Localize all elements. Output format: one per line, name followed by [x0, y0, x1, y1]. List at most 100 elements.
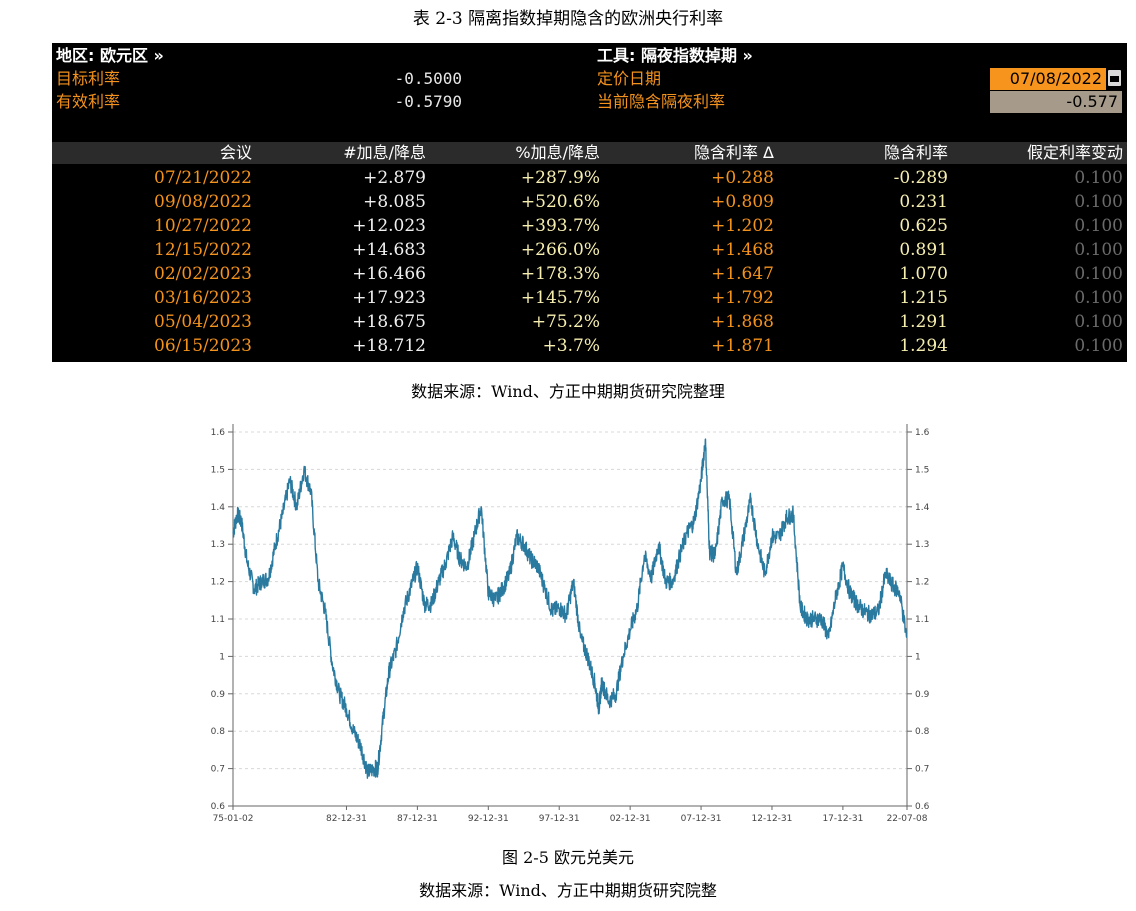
- cell-hikes: +17.923: [352, 288, 426, 308]
- swap-panel: 地区: 欧元区 » 工具: 隔夜指数掉期 » 目标利率 -0.5000 定价日期…: [52, 43, 1127, 362]
- calendar-icon[interactable]: [1108, 70, 1121, 86]
- y-tick-label-left: 1.5: [211, 465, 225, 475]
- cell-hike-pct: +178.3%: [520, 264, 600, 284]
- cell-assumed-change: 0.100: [1074, 168, 1123, 188]
- y-tick-label-left: 0.7: [211, 765, 225, 775]
- cell-hike-pct: +520.6%: [520, 192, 600, 212]
- x-tick-label: 12-12-31: [752, 814, 793, 824]
- figure-caption: 图 2-5 欧元兑美元: [502, 848, 634, 867]
- cell-implied-delta: +1.468: [711, 240, 774, 260]
- x-tick-label: 02-12-31: [610, 814, 651, 824]
- cell-hike-pct: +287.9%: [520, 168, 600, 188]
- target-rate-value: -0.5000: [394, 69, 462, 88]
- cell-meeting-date: 10/27/2022: [154, 216, 252, 236]
- cell-hike-pct: +393.7%: [520, 216, 600, 236]
- y-tick-label-right: 0.7: [915, 765, 929, 775]
- cell-hikes: +18.675: [352, 312, 426, 332]
- table-row[interactable]: 05/04/2023 +18.675 +75.2% +1.868 1.291 0.100: [52, 310, 1127, 334]
- y-tick-label-right: 1.5: [915, 465, 929, 475]
- cell-hike-pct: +3.7%: [542, 336, 600, 356]
- cell-meeting-date: 07/21/2022: [154, 168, 252, 188]
- cell-implied-rate: 1.294: [899, 336, 948, 356]
- implied-overnight-value: -0.577: [990, 91, 1122, 113]
- y-tick-label-right: 1.2: [915, 578, 929, 588]
- x-tick-label: 97-12-31: [539, 814, 580, 824]
- x-tick-label: 82-12-31: [326, 814, 367, 824]
- col-header-hikes[interactable]: #加息/降息: [343, 143, 426, 162]
- cell-meeting-date: 02/02/2023: [154, 264, 252, 284]
- implied-overnight-label: 当前隐含隔夜利率: [597, 92, 726, 111]
- table-row[interactable]: 03/16/2023 +17.923 +145.7% +1.792 1.215 0.100: [52, 286, 1127, 310]
- y-tick-label-right: 0.6: [915, 802, 930, 812]
- y-tick-label-right: 1.6: [915, 428, 930, 438]
- y-tick-label-right: 0.9: [915, 690, 930, 700]
- x-tick-label: 92-12-31: [468, 814, 509, 824]
- cell-assumed-change: 0.100: [1074, 336, 1123, 356]
- y-tick-label-right: 1.4: [915, 503, 930, 513]
- y-tick-label-left: 1.1: [211, 615, 225, 625]
- cell-meeting-date: 12/15/2022: [154, 240, 252, 260]
- chart-svg: 0.6 0.6 0.7 0.7 0.8 0.8 0.9 0.9 1 1 1.1 1.1 1.2 1.2 1.…: [211, 424, 930, 824]
- y-tick-label-right: 1.1: [915, 615, 929, 625]
- y-tick-label-left: 0.9: [211, 690, 226, 700]
- cell-hikes: +18.712: [352, 336, 426, 356]
- x-tick-label: 87-12-31: [397, 814, 438, 824]
- cell-implied-delta: +1.792: [711, 288, 774, 308]
- cell-implied-delta: +1.647: [711, 264, 774, 284]
- cell-implied-rate: 0.891: [899, 240, 948, 260]
- y-tick-label-left: 1.3: [211, 540, 225, 550]
- pricing-date-field[interactable]: 07/08/2022: [990, 68, 1106, 90]
- cell-assumed-change: 0.100: [1074, 288, 1123, 308]
- col-header-hike-pct[interactable]: %加息/降息: [515, 143, 600, 162]
- cell-assumed-change: 0.100: [1074, 240, 1123, 260]
- table-row[interactable]: 06/15/2023 +18.712 +3.7% +1.871 1.294 0.100: [52, 334, 1127, 358]
- cell-hike-pct: +145.7%: [520, 288, 600, 308]
- cell-hikes: +8.085: [363, 192, 426, 212]
- cell-implied-delta: +1.871: [711, 336, 774, 356]
- cell-hike-pct: +266.0%: [520, 240, 600, 260]
- cell-implied-rate: 0.231: [899, 192, 948, 212]
- cell-hikes: +14.683: [352, 240, 426, 260]
- table-row[interactable]: 12/15/2022 +14.683 +266.0% +1.468 0.891 0.100: [52, 238, 1127, 262]
- cell-implied-delta: +0.288: [711, 168, 774, 188]
- table-row[interactable]: 02/02/2023 +16.466 +178.3% +1.647 1.070 0.100: [52, 262, 1127, 286]
- y-tick-label-left: 1.4: [211, 503, 226, 513]
- cell-meeting-date: 06/15/2023: [154, 336, 252, 356]
- cell-assumed-change: 0.100: [1074, 192, 1123, 212]
- table-row[interactable]: 07/21/2022 +2.879 +287.9% +0.288 -0.289 0.100: [52, 166, 1127, 190]
- col-header-meeting[interactable]: 会议: [219, 143, 252, 162]
- table-row[interactable]: 10/27/2022 +12.023 +393.7% +1.202 0.625 0.100: [52, 214, 1127, 238]
- cell-implied-rate: 1.291: [899, 312, 948, 332]
- table-caption: 表 2-3 隔离指数掉期隐含的欧洲央行利率: [412, 9, 724, 29]
- y-tick-label-left: 1.6: [211, 428, 226, 438]
- cell-implied-delta: +1.868: [711, 312, 774, 332]
- y-tick-label-right: 1.3: [915, 540, 929, 550]
- cell-assumed-change: 0.100: [1074, 216, 1123, 236]
- y-tick-label-right: 0.8: [915, 727, 930, 737]
- cell-hikes: +12.023: [352, 216, 426, 236]
- cell-meeting-date: 03/16/2023: [154, 288, 252, 308]
- cell-meeting-date: 05/04/2023: [154, 312, 252, 332]
- cell-meeting-date: 09/08/2022: [154, 192, 252, 212]
- y-tick-label-right: 1: [915, 652, 921, 662]
- cell-implied-rate: 1.070: [899, 264, 948, 284]
- tool-selector[interactable]: 工具: 隔夜指数掉期 »: [597, 46, 753, 65]
- cell-implied-delta: +1.202: [711, 216, 774, 236]
- y-tick-label-left: 1: [219, 652, 225, 662]
- cell-hikes: +16.466: [352, 264, 426, 284]
- target-rate-label: 目标利率: [56, 69, 121, 88]
- col-header-assumed-change[interactable]: 假定利率变动: [1026, 143, 1123, 162]
- y-tick-label-left: 0.8: [211, 727, 226, 737]
- y-tick-label-left: 0.6: [211, 802, 226, 812]
- chart-source: 数据来源：Wind、方正中期期货研究院整: [419, 881, 717, 900]
- cell-implied-rate: 1.215: [899, 288, 948, 308]
- table-header: 会议 #加息/降息 %加息/降息 隐含利率 Δ 隐含利率 假定利率变动: [52, 142, 1127, 164]
- cell-assumed-change: 0.100: [1074, 312, 1123, 332]
- col-header-implied-rate[interactable]: 隐含利率: [883, 143, 948, 162]
- cell-implied-rate: 0.625: [899, 216, 948, 236]
- table-row[interactable]: 09/08/2022 +8.085 +520.6% +0.809 0.231 0.100: [52, 190, 1127, 214]
- effective-rate-value: -0.5790: [394, 92, 462, 111]
- region-selector[interactable]: 地区: 欧元区 »: [56, 46, 164, 65]
- cell-implied-delta: +0.809: [711, 192, 774, 212]
- col-header-implied-delta[interactable]: 隐含利率 Δ: [693, 143, 774, 162]
